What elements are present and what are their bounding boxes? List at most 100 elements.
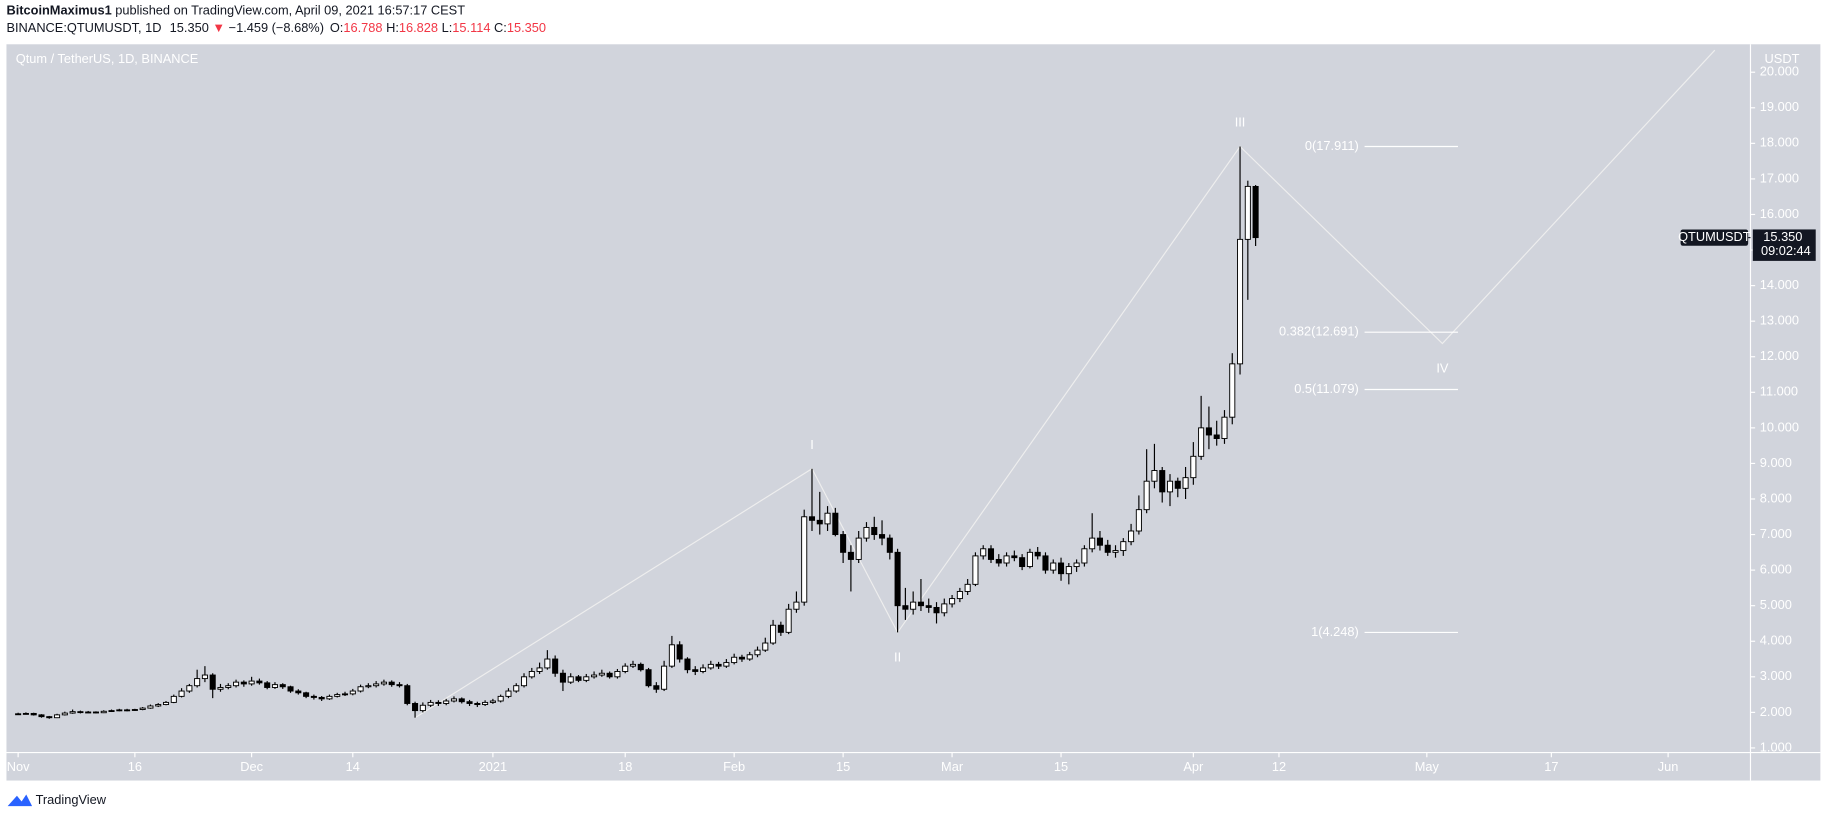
candle-body (1089, 537, 1096, 550)
published: published on TradingView.com, April 09, … (115, 3, 465, 18)
ohlc-value: 15.350 (507, 21, 546, 36)
candle-body (108, 710, 115, 712)
candle-body (731, 656, 738, 664)
candle-body (832, 512, 839, 536)
logo: TradingView (7, 792, 107, 807)
x-tick-label: Nov (7, 759, 30, 774)
candle-body (155, 704, 162, 707)
candle-body (622, 665, 629, 672)
wave-label: IV (1436, 361, 1449, 376)
candle-body (225, 685, 232, 688)
candle-body (699, 667, 707, 672)
candle-body (1159, 470, 1166, 493)
candle-body (972, 555, 979, 585)
fib-label: 1(4.248) (1311, 624, 1359, 639)
candle-body (271, 684, 278, 688)
candle-body (380, 681, 387, 685)
candle-body (544, 658, 551, 669)
candle-body (450, 698, 458, 702)
candle-body (466, 701, 473, 704)
wave-line (414, 49, 1716, 719)
candle-body (770, 624, 777, 644)
candle-body (279, 684, 286, 688)
candle-body (1128, 530, 1135, 543)
candle-body (458, 698, 465, 703)
ohlc-key: L: (442, 21, 453, 36)
candle-body (505, 690, 512, 697)
candle-body (1050, 562, 1057, 571)
candle-body (1237, 238, 1244, 365)
candle-body (497, 695, 504, 702)
y-tick-label: 14.000 (1760, 277, 1799, 292)
candle-body (334, 694, 341, 697)
candle-body (668, 644, 675, 667)
candle-body (676, 644, 683, 660)
candle-body (684, 658, 691, 671)
candle-body (746, 654, 753, 660)
candle-body (723, 662, 730, 667)
candle-body (22, 712, 29, 715)
y-tick-label: 10.000 (1760, 419, 1799, 434)
candle-body (614, 671, 621, 678)
candle-body (863, 526, 870, 539)
candle-body (427, 701, 434, 706)
candle-body (186, 685, 193, 692)
candle-body (575, 676, 582, 681)
fib-label: 0.5(11.079) (1294, 381, 1359, 396)
candle-body (474, 703, 481, 706)
x-tick-label: 14 (346, 759, 360, 774)
change: −1.459 (−8.68%) (229, 21, 324, 36)
y-tick-label: 19.000 (1760, 99, 1799, 114)
candle-body (902, 605, 909, 610)
candle-body (139, 707, 146, 710)
candle-body (69, 711, 76, 714)
candle-body (295, 690, 302, 694)
candle-body (1096, 537, 1103, 546)
candle-body (365, 685, 372, 688)
candle-body (396, 684, 403, 687)
last: 15.350 (170, 21, 209, 36)
candle-body (116, 709, 123, 712)
y-tick-label: 8.000 (1760, 490, 1792, 505)
candle-body (528, 671, 535, 678)
price-tag (1752, 229, 1816, 261)
candle-body (341, 693, 349, 696)
candle-body (233, 681, 240, 687)
candle-body (816, 519, 823, 525)
candle-body (1065, 566, 1072, 575)
candle-body (412, 703, 419, 712)
candle-body (520, 676, 528, 687)
candle-body (170, 695, 177, 703)
candle-body (987, 548, 995, 560)
candle-body (124, 709, 131, 712)
countdown: 09:02:44 (1761, 243, 1811, 258)
candle-body (256, 680, 263, 684)
candle-body (583, 676, 590, 681)
candle-body (552, 658, 559, 674)
candle-body (591, 674, 598, 678)
candle-body (310, 695, 317, 698)
candle-body (855, 537, 862, 560)
candle-body (30, 712, 37, 716)
candle-body (373, 683, 380, 687)
candle-body (349, 690, 356, 695)
x-tick-label: Feb (723, 759, 745, 774)
ohlc-key: H: (386, 21, 399, 36)
candle-body (248, 680, 255, 685)
y-tick-label: 2.000 (1760, 704, 1792, 719)
candle-body (840, 534, 847, 553)
candle-body (785, 608, 792, 633)
candle-body (1120, 541, 1127, 552)
candle-body (326, 695, 333, 700)
candle-body (777, 624, 784, 633)
candle-body (1229, 363, 1236, 418)
candle-body (964, 583, 971, 592)
y-tick-label: 20.000 (1760, 64, 1799, 79)
y-tick-label: 11.000 (1760, 384, 1798, 399)
x-tick-label: 18 (618, 759, 632, 774)
candle-body (1026, 551, 1033, 568)
candle-body (217, 687, 224, 690)
candle-body (54, 714, 61, 719)
candle-body (1135, 509, 1142, 532)
